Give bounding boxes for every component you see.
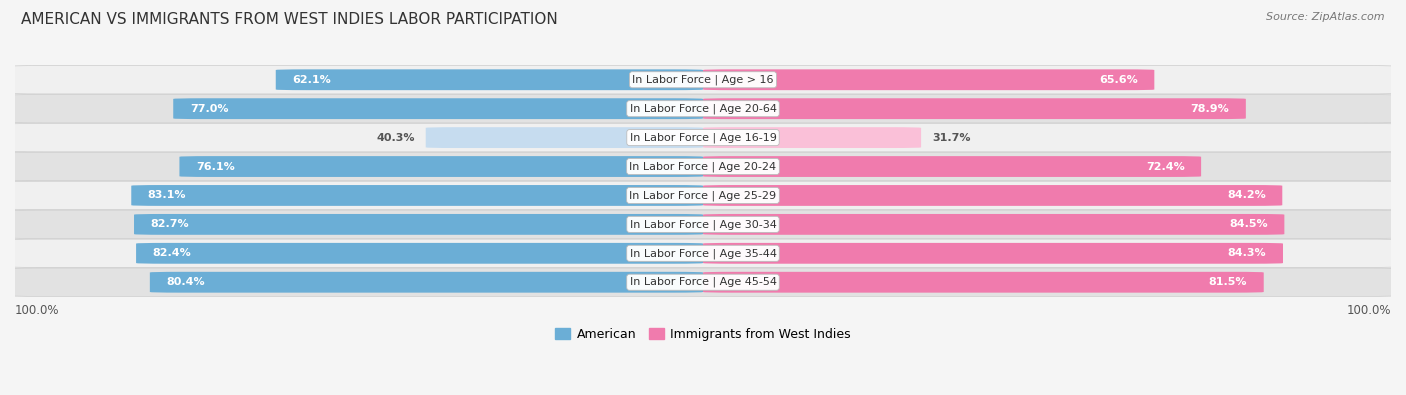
- Text: In Labor Force | Age 35-44: In Labor Force | Age 35-44: [630, 248, 776, 259]
- FancyBboxPatch shape: [8, 268, 1398, 296]
- Text: 82.4%: 82.4%: [153, 248, 191, 258]
- FancyBboxPatch shape: [8, 210, 1398, 239]
- FancyBboxPatch shape: [8, 239, 1398, 267]
- Text: 84.2%: 84.2%: [1227, 190, 1265, 200]
- Legend: American, Immigrants from West Indies: American, Immigrants from West Indies: [550, 323, 856, 346]
- Text: 40.3%: 40.3%: [377, 133, 415, 143]
- Text: 82.7%: 82.7%: [150, 219, 190, 229]
- Text: 31.7%: 31.7%: [932, 133, 970, 143]
- FancyBboxPatch shape: [276, 70, 703, 90]
- FancyBboxPatch shape: [703, 272, 1264, 293]
- Text: 76.1%: 76.1%: [195, 162, 235, 171]
- FancyBboxPatch shape: [134, 214, 703, 235]
- FancyBboxPatch shape: [8, 94, 1398, 123]
- Text: In Labor Force | Age 16-19: In Labor Force | Age 16-19: [630, 132, 776, 143]
- FancyBboxPatch shape: [136, 243, 703, 264]
- Text: 77.0%: 77.0%: [190, 103, 228, 114]
- FancyBboxPatch shape: [180, 156, 703, 177]
- FancyBboxPatch shape: [173, 98, 703, 119]
- FancyBboxPatch shape: [131, 185, 703, 206]
- FancyBboxPatch shape: [703, 70, 1154, 90]
- FancyBboxPatch shape: [703, 98, 1246, 119]
- Text: 78.9%: 78.9%: [1191, 103, 1229, 114]
- Text: In Labor Force | Age 45-54: In Labor Force | Age 45-54: [630, 277, 776, 288]
- Text: 81.5%: 81.5%: [1209, 277, 1247, 287]
- FancyBboxPatch shape: [8, 123, 1398, 152]
- Text: In Labor Force | Age 20-64: In Labor Force | Age 20-64: [630, 103, 776, 114]
- FancyBboxPatch shape: [8, 152, 1398, 181]
- Text: 84.5%: 84.5%: [1229, 219, 1268, 229]
- Text: 83.1%: 83.1%: [148, 190, 186, 200]
- FancyBboxPatch shape: [150, 272, 703, 293]
- Text: In Labor Force | Age 30-34: In Labor Force | Age 30-34: [630, 219, 776, 229]
- Text: AMERICAN VS IMMIGRANTS FROM WEST INDIES LABOR PARTICIPATION: AMERICAN VS IMMIGRANTS FROM WEST INDIES …: [21, 12, 558, 27]
- Text: 62.1%: 62.1%: [292, 75, 330, 85]
- Text: In Labor Force | Age 25-29: In Labor Force | Age 25-29: [630, 190, 776, 201]
- Text: 65.6%: 65.6%: [1099, 75, 1137, 85]
- FancyBboxPatch shape: [703, 214, 1284, 235]
- Text: In Labor Force | Age > 16: In Labor Force | Age > 16: [633, 75, 773, 85]
- Text: Source: ZipAtlas.com: Source: ZipAtlas.com: [1267, 12, 1385, 22]
- Text: 72.4%: 72.4%: [1146, 162, 1185, 171]
- Text: 100.0%: 100.0%: [1347, 304, 1391, 317]
- Text: In Labor Force | Age 20-24: In Labor Force | Age 20-24: [630, 161, 776, 172]
- FancyBboxPatch shape: [8, 181, 1398, 210]
- FancyBboxPatch shape: [426, 127, 703, 148]
- FancyBboxPatch shape: [8, 66, 1398, 94]
- FancyBboxPatch shape: [703, 185, 1282, 206]
- Text: 84.3%: 84.3%: [1227, 248, 1267, 258]
- FancyBboxPatch shape: [703, 243, 1284, 264]
- Text: 80.4%: 80.4%: [166, 277, 205, 287]
- FancyBboxPatch shape: [703, 127, 921, 148]
- Text: 100.0%: 100.0%: [15, 304, 59, 317]
- FancyBboxPatch shape: [703, 156, 1201, 177]
